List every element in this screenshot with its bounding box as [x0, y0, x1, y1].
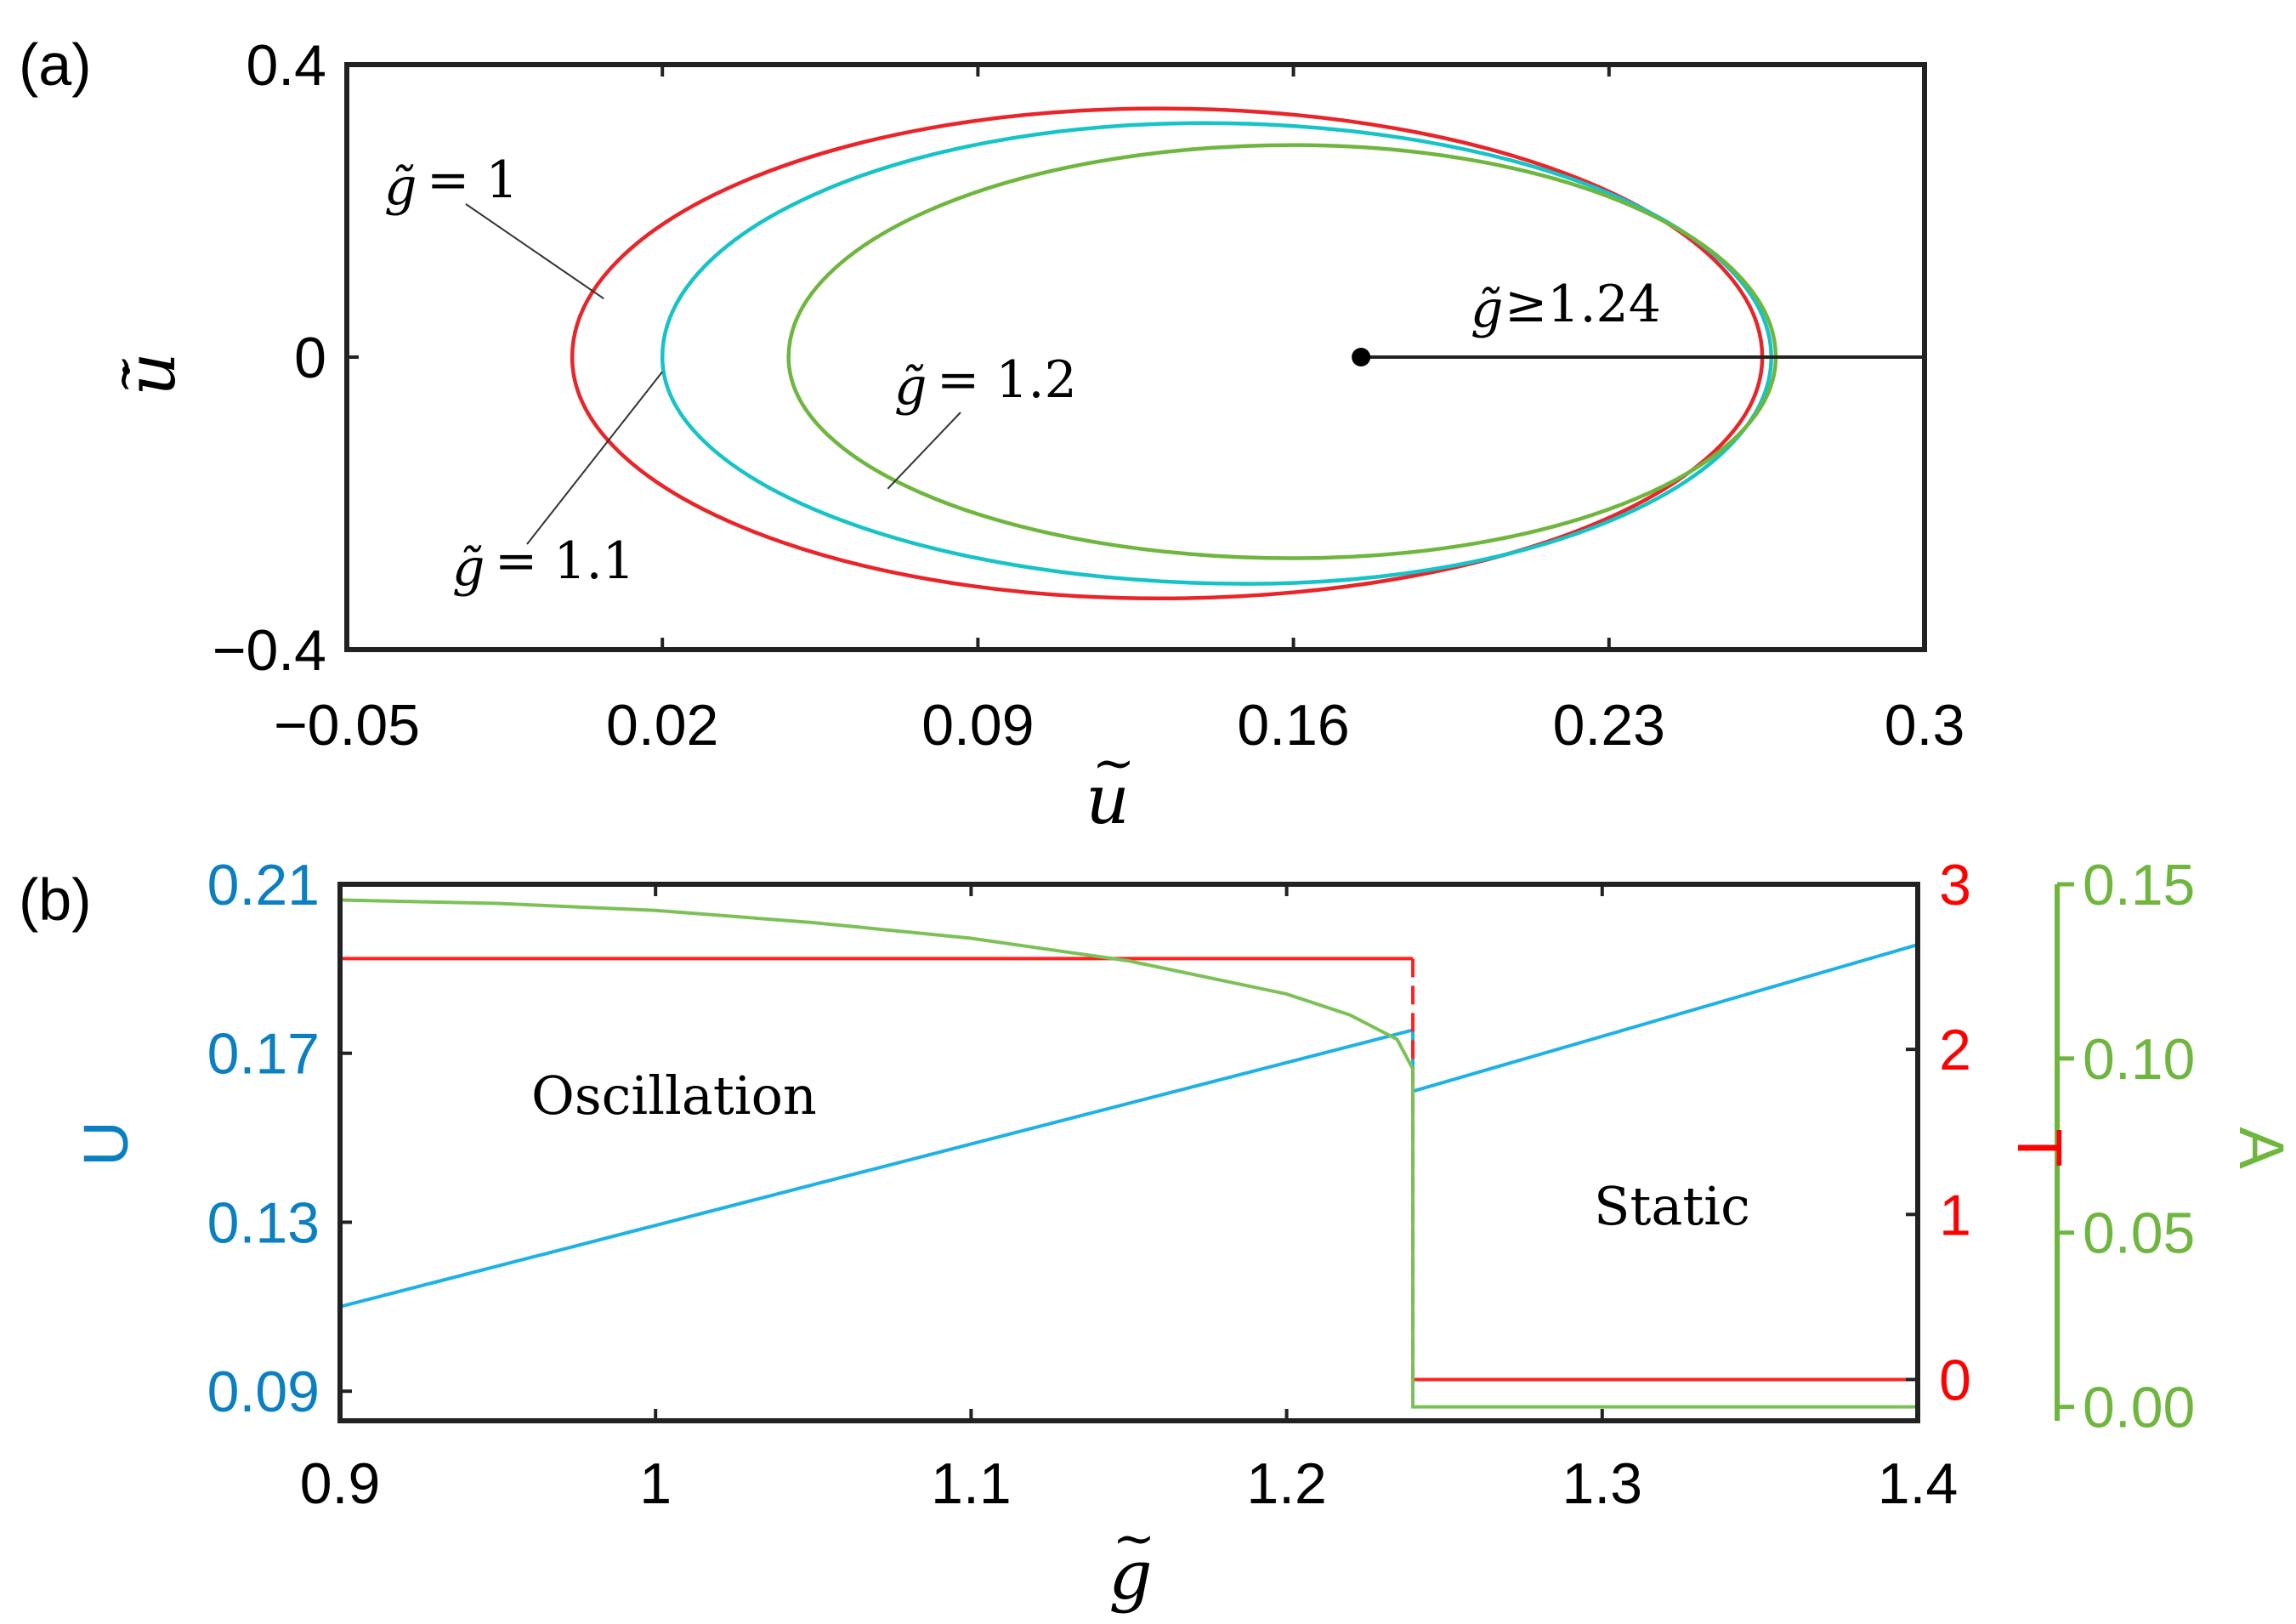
u-tick-label: 0.17 — [207, 1022, 320, 1087]
b-x-tick-label: 1.1 — [931, 1451, 1012, 1516]
equilibrium-point — [1352, 348, 1371, 366]
panel-b-label: (b) — [19, 866, 92, 933]
annotation-g1: g̃ = 1 — [384, 150, 519, 217]
annotation-g1-2-value: = 1.2 — [937, 350, 1077, 410]
panel-a-x-ticks: −0.05 0.02 0.09 0.16 0.23 0.3 — [274, 65, 1964, 758]
t-axis-label: T — [2004, 1128, 2075, 1167]
u-tick-label: 0.09 — [207, 1360, 320, 1424]
panel-b: (b) 0.9 1 1.1 1.2 1.3 1.4 0.09 0.13 0.17 0.21 0 1… — [19, 853, 2296, 1615]
a-y-tick-label: 0 — [294, 326, 326, 390]
a-axis-ticks: 0.00 0.05 0.10 0.15 — [2057, 853, 2195, 1440]
panel-a-leaders — [465, 203, 961, 545]
b-x-tick-label: 1 — [639, 1451, 672, 1516]
b-x-tick-label: 1.3 — [1562, 1451, 1643, 1516]
t-tick-label: 1 — [1939, 1183, 1971, 1247]
orbit-g-1-1 — [660, 121, 1773, 586]
svg-text:~: ~ — [1092, 734, 1135, 793]
annotation-g1-value: = 1 — [427, 150, 519, 210]
annotation-g1-1-value: = 1.1 — [495, 531, 635, 591]
b-x-tick-label: 0.9 — [300, 1451, 381, 1516]
svg-text:u̇: u̇ — [111, 352, 190, 396]
panel-a-x-axis-label: u ~ — [1086, 734, 1135, 839]
a-x-tick-label: 0.23 — [1553, 693, 1665, 758]
svg-text:~: ~ — [97, 355, 152, 395]
static-label: Static — [1594, 1175, 1750, 1237]
annotation-g1-1-symbol: g̃ — [452, 538, 485, 598]
panel-a-y-ticks: −0.4 0 0.4 — [213, 33, 1925, 683]
panel-b-x-axis-label: g ~ — [1108, 1509, 1155, 1615]
svg-text:g: g — [1108, 1536, 1152, 1615]
a-x-tick-label: −0.05 — [274, 693, 420, 758]
b-x-tick-label: 1.4 — [1878, 1451, 1959, 1516]
t-tick-label: 3 — [1939, 853, 1971, 917]
annotation-g1-24-value: ≥1.24 — [1505, 275, 1661, 334]
annotation-g1-24: g̃ ≥1.24 — [1471, 275, 1661, 339]
annotation-g1-24-symbol: g̃ — [1471, 280, 1503, 339]
a-tick-label: 0.05 — [2083, 1201, 2195, 1266]
annotation-g1-2-symbol: g̃ — [894, 357, 927, 417]
t-tick-label: 2 — [1939, 1018, 1971, 1082]
panel-a-series — [570, 106, 1925, 601]
u-axis-ticks: 0.09 0.13 0.17 0.21 — [207, 853, 352, 1424]
oscillation-label: Oscillation — [531, 1065, 817, 1127]
series-a — [339, 898, 1918, 1409]
annotation-g1-symbol: g̃ — [384, 157, 417, 217]
a-x-tick-label: 0.02 — [606, 693, 718, 758]
panel-b-series — [339, 898, 1919, 1409]
a-tick-label: 0.10 — [2083, 1027, 2195, 1092]
a-tick-label: 0.15 — [2083, 853, 2195, 917]
a-x-tick-label: 0.09 — [921, 693, 1034, 758]
u-tick-label: 0.21 — [207, 853, 320, 917]
a-axis-label: A — [2226, 1127, 2296, 1169]
series-u-segment — [1412, 943, 1919, 1093]
u-tick-label: 0.13 — [207, 1190, 320, 1255]
a-y-tick-label: 0.4 — [246, 33, 326, 98]
t-axis-ticks: 0 1 2 3 — [1906, 853, 1971, 1412]
panel-b-frame — [337, 882, 1920, 1423]
annotation-leader-g1-1 — [526, 371, 663, 545]
a-x-tick-label: 0.3 — [1885, 693, 1965, 758]
panel-a: (a) −0.05 0.02 0.09 0.16 0.23 0.3 −0.4 0 0.4 u … — [19, 31, 1964, 839]
annotation-leader-g1 — [465, 203, 604, 300]
annotation-g1-1: g̃ = 1.1 — [452, 531, 635, 598]
a-x-tick-label: 0.16 — [1237, 693, 1349, 758]
b-x-tick-label: 1.2 — [1246, 1451, 1327, 1516]
t-tick-label: 0 — [1939, 1348, 1971, 1412]
annotation-g1-2: g̃ = 1.2 — [894, 350, 1077, 417]
series-u-segment — [339, 1028, 1414, 1309]
annotation-leader-g1-2 — [887, 412, 961, 490]
svg-text:~: ~ — [1113, 1509, 1155, 1569]
panel-b-x-ticks: 0.9 1 1.1 1.2 1.3 1.4 — [300, 884, 1959, 1516]
a-tick-label: 0.00 — [2083, 1376, 2195, 1440]
panel-a-label: (a) — [19, 31, 92, 98]
a-y-tick-label: −0.4 — [213, 618, 326, 683]
panel-a-y-axis-label: u̇ ~ — [97, 352, 190, 396]
u-axis-label: U — [71, 1121, 141, 1166]
svg-text:u: u — [1086, 760, 1130, 839]
